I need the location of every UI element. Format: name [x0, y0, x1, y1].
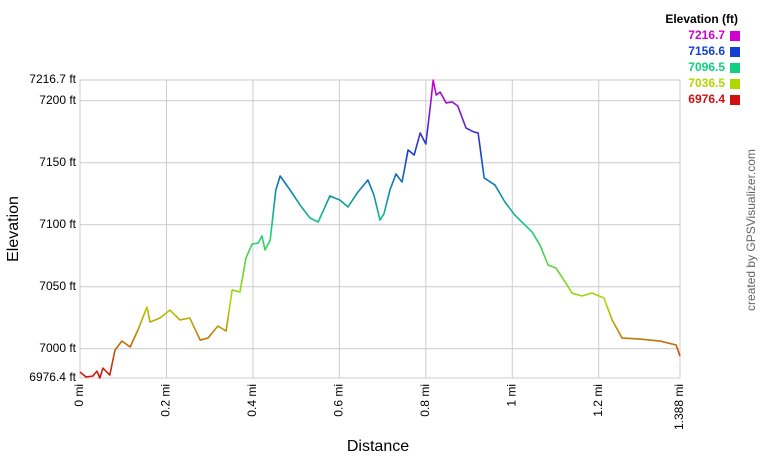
legend-swatch: [730, 63, 740, 73]
x-tick-label: 1 mi: [504, 384, 518, 407]
legend-label: 7216.7: [688, 28, 725, 42]
legend-swatch: [730, 47, 740, 57]
plot-area: [79, 79, 681, 379]
y-tick-label: 7100 ft: [39, 217, 76, 231]
x-tick-label: 1.388 mi: [672, 384, 686, 430]
elevation-line: [79, 79, 681, 379]
x-axis-label: Distance: [347, 438, 409, 455]
x-tick-label: 0.2 mi: [159, 384, 173, 417]
x-tick-label: 0.8 mi: [418, 384, 432, 417]
y-tick-label: 7200 ft: [39, 93, 76, 107]
x-tick-label: 1.2 mi: [591, 384, 605, 417]
legend-label: 7156.6: [688, 44, 725, 58]
legend-label: 6976.4: [688, 92, 725, 106]
y-tick-label: 7000 ft: [39, 341, 76, 355]
credit: created by GPSVisualizer.com: [744, 149, 758, 311]
x-tick-label: 0.4 mi: [245, 384, 259, 417]
y-tick-label: 7216.7 ft: [29, 72, 76, 86]
y-axis-label: Elevation: [5, 196, 22, 262]
y-tick-label: 7050 ft: [39, 279, 76, 293]
x-tick-label: 0.6 mi: [332, 384, 346, 417]
y-tick-label: 6976.4 ft: [29, 370, 76, 384]
legend-label: 7096.5: [688, 60, 725, 74]
legend-swatch: [730, 95, 740, 105]
y-tick-label: 7150 ft: [39, 155, 76, 169]
legend-title: Elevation (ft): [665, 12, 738, 26]
legend-label: 7036.5: [688, 76, 725, 90]
legend-swatch: [730, 31, 740, 41]
x-tick-label: 0 mi: [72, 384, 86, 407]
legend-swatch: [730, 79, 740, 89]
